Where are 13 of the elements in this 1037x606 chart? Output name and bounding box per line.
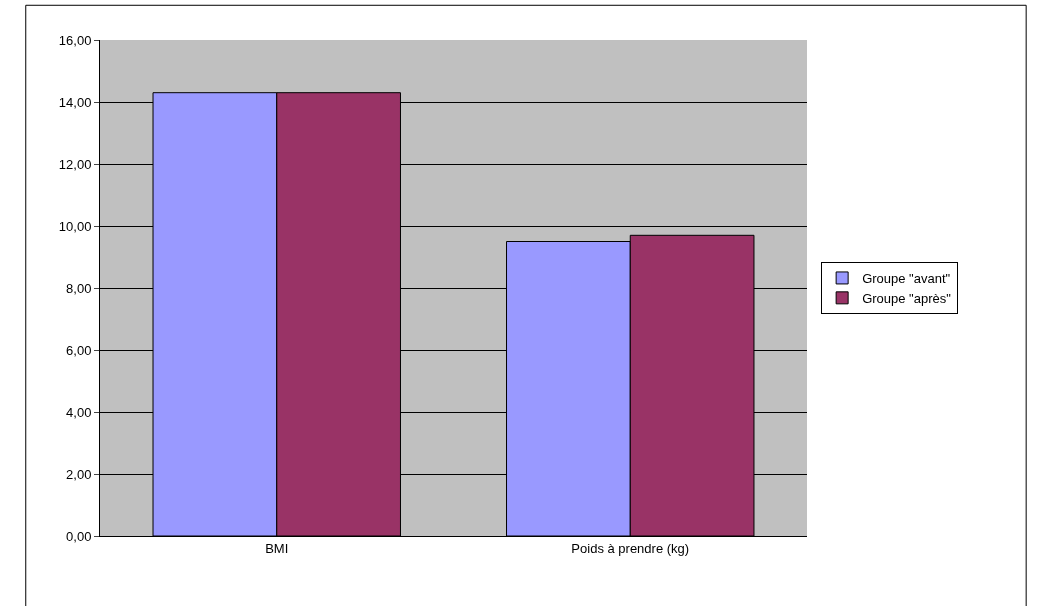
legend-label: Groupe "avant" [862, 271, 951, 287]
y-tick-label: 10,00 [58, 218, 92, 234]
legend-label: Groupe "après" [862, 290, 952, 306]
y-tick-label: 0,00 [66, 528, 92, 544]
y-tick-label: 8,00 [66, 280, 92, 296]
x-tick-label: BMI [265, 540, 289, 556]
y-tick-label: 6,00 [66, 342, 92, 358]
y-tick-label: 4,00 [66, 404, 92, 420]
x-tick-label: Poids à prendre (kg) [571, 540, 690, 556]
y-tick-label: 2,00 [66, 466, 92, 482]
y-tick-label: 14,00 [58, 94, 92, 110]
y-tick-label: 12,00 [58, 156, 92, 172]
y-tick-label: 16,00 [58, 32, 92, 48]
